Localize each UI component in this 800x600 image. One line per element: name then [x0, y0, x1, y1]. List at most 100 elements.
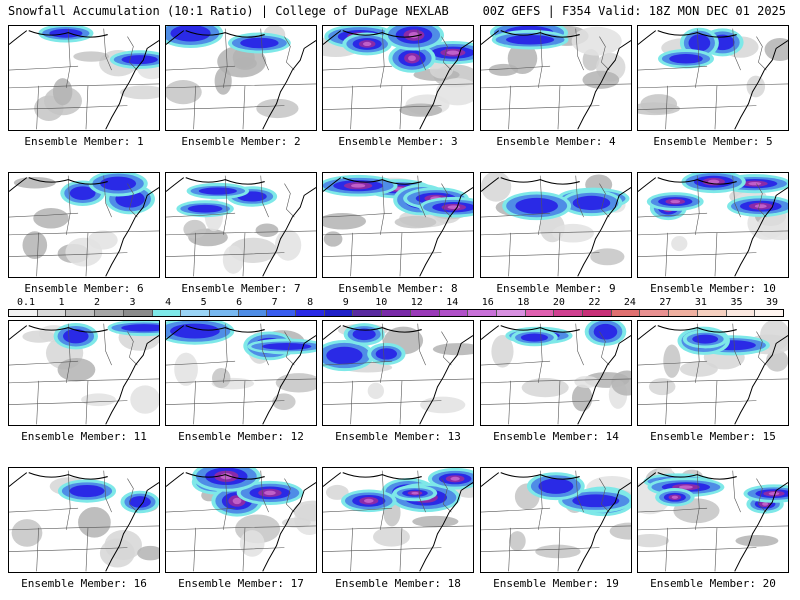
colorbar-swatch [123, 310, 153, 316]
colorbar-swatch [410, 310, 440, 316]
member-map [638, 173, 788, 277]
member-label: Ensemble Member: 19 [493, 577, 619, 590]
colorbar-label: 22 [588, 297, 601, 308]
member-label: Ensemble Member: 16 [21, 577, 147, 590]
colorbar-swatch [669, 310, 698, 316]
member-label: Ensemble Member: 18 [335, 577, 461, 590]
member-label: Ensemble Member: 1 [24, 135, 144, 148]
colorbar-label: 2 [94, 297, 101, 308]
member-map [638, 27, 788, 130]
colorbar-swatch [209, 310, 239, 316]
colorbar-swatch [66, 310, 96, 316]
colorbar-label: 24 [623, 297, 636, 308]
member-map [638, 468, 788, 572]
colorbar-swatch [583, 310, 612, 316]
member-map [9, 321, 159, 425]
ensemble-panel [637, 320, 789, 426]
member-map [9, 470, 159, 572]
ensemble-panel [165, 320, 317, 426]
ensemble-panel [8, 25, 160, 131]
colorbar-label: 4 [165, 297, 172, 308]
colorbar-label: 18 [517, 297, 530, 308]
colorbar-label: 5 [200, 297, 207, 308]
colorbar-label: 1 [58, 297, 65, 308]
member-map [166, 175, 316, 277]
colorbar-swatch [37, 310, 67, 316]
member-map [323, 174, 473, 277]
ensemble-panel [480, 467, 632, 573]
colorbar-label: 0.1 [16, 297, 36, 308]
colorbar-label: 3 [129, 297, 136, 308]
ensemble-panel [480, 320, 632, 426]
colorbar-swatch [755, 310, 783, 316]
member-label: Ensemble Member: 10 [650, 282, 776, 295]
member-map [9, 26, 159, 130]
member-label: Ensemble Member: 6 [24, 282, 144, 295]
ensemble-panel [165, 467, 317, 573]
member-label: Ensemble Member: 11 [21, 430, 147, 443]
member-label: Ensemble Member: 12 [178, 430, 304, 443]
ensemble-panel [8, 172, 160, 278]
colorbar-label: 7 [271, 297, 278, 308]
colorbar-swatch [525, 310, 555, 316]
ensemble-panel [480, 25, 632, 131]
member-map [481, 470, 631, 572]
colorbar-label: 10 [375, 297, 388, 308]
colorbar-label: 35 [730, 297, 743, 308]
member-map [481, 321, 631, 425]
colorbar-swatch [95, 310, 124, 316]
colorbar-swatch [611, 310, 641, 316]
member-label: Ensemble Member: 17 [178, 577, 304, 590]
member-label: Ensemble Member: 14 [493, 430, 619, 443]
member-map [638, 321, 788, 425]
colorbar-swatch [238, 310, 268, 316]
colorbar-swatch [726, 310, 756, 316]
valid-time: 00Z GEFS | F354 Valid: 18Z MON DEC 01 20… [482, 4, 786, 18]
member-label: Ensemble Member: 3 [338, 135, 458, 148]
member-map [323, 26, 473, 130]
ensemble-panel [480, 172, 632, 278]
member-map [481, 173, 631, 277]
colorbar-label: 31 [694, 297, 707, 308]
colorbar-label: 39 [765, 297, 779, 308]
ensemble-panel [637, 467, 789, 573]
colorbar-swatch [296, 310, 325, 316]
colorbar-label: 8 [307, 297, 314, 308]
colorbar-label: 6 [236, 297, 243, 308]
member-label: Ensemble Member: 2 [181, 135, 301, 148]
colorbar-swatch [640, 310, 670, 316]
member-map [323, 323, 473, 425]
colorbar-swatch [439, 310, 469, 316]
ensemble-panel [322, 25, 474, 131]
colorbar-swatch [468, 310, 497, 316]
ensemble-panel [637, 25, 789, 131]
member-map [323, 468, 473, 572]
colorbar-swatch [554, 310, 584, 316]
member-label: Ensemble Member: 15 [650, 430, 776, 443]
ensemble-panel [165, 172, 317, 278]
map-title: Snowfall Accumulation (10:1 Ratio) | Col… [8, 4, 449, 18]
member-label: Ensemble Member: 13 [335, 430, 461, 443]
colorbar-swatches [8, 309, 784, 317]
member-map [166, 321, 316, 425]
member-map [481, 26, 631, 130]
ensemble-panel [165, 25, 317, 131]
colorbar-swatch [267, 310, 297, 316]
colorbar-label: 12 [410, 297, 423, 308]
colorbar-label: 16 [481, 297, 494, 308]
colorbar-swatch [496, 310, 526, 316]
ensemble-panel [322, 467, 474, 573]
colorbar-swatch [181, 310, 210, 316]
colorbar-swatch [697, 310, 727, 316]
ensemble-panel [322, 320, 474, 426]
member-label: Ensemble Member: 5 [653, 135, 773, 148]
ensemble-panel [8, 320, 160, 426]
colorbar-label: 9 [342, 297, 349, 308]
colorbar-swatch [152, 310, 182, 316]
member-map [166, 468, 316, 572]
member-map [9, 173, 159, 277]
colorbar-label: 20 [552, 297, 565, 308]
colorbar-swatch [324, 310, 354, 316]
snowfall-colorbar: 0.1 1 2 3 4 5 6 7 8 9 10 12 14 16 18 20 22 24 27 31 35 39 [8, 297, 784, 319]
colorbar-label: 14 [446, 297, 459, 308]
